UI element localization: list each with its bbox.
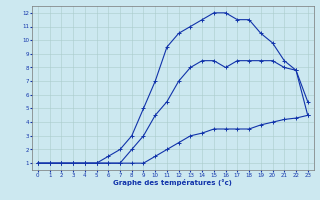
X-axis label: Graphe des températures (°c): Graphe des températures (°c) (113, 179, 232, 186)
